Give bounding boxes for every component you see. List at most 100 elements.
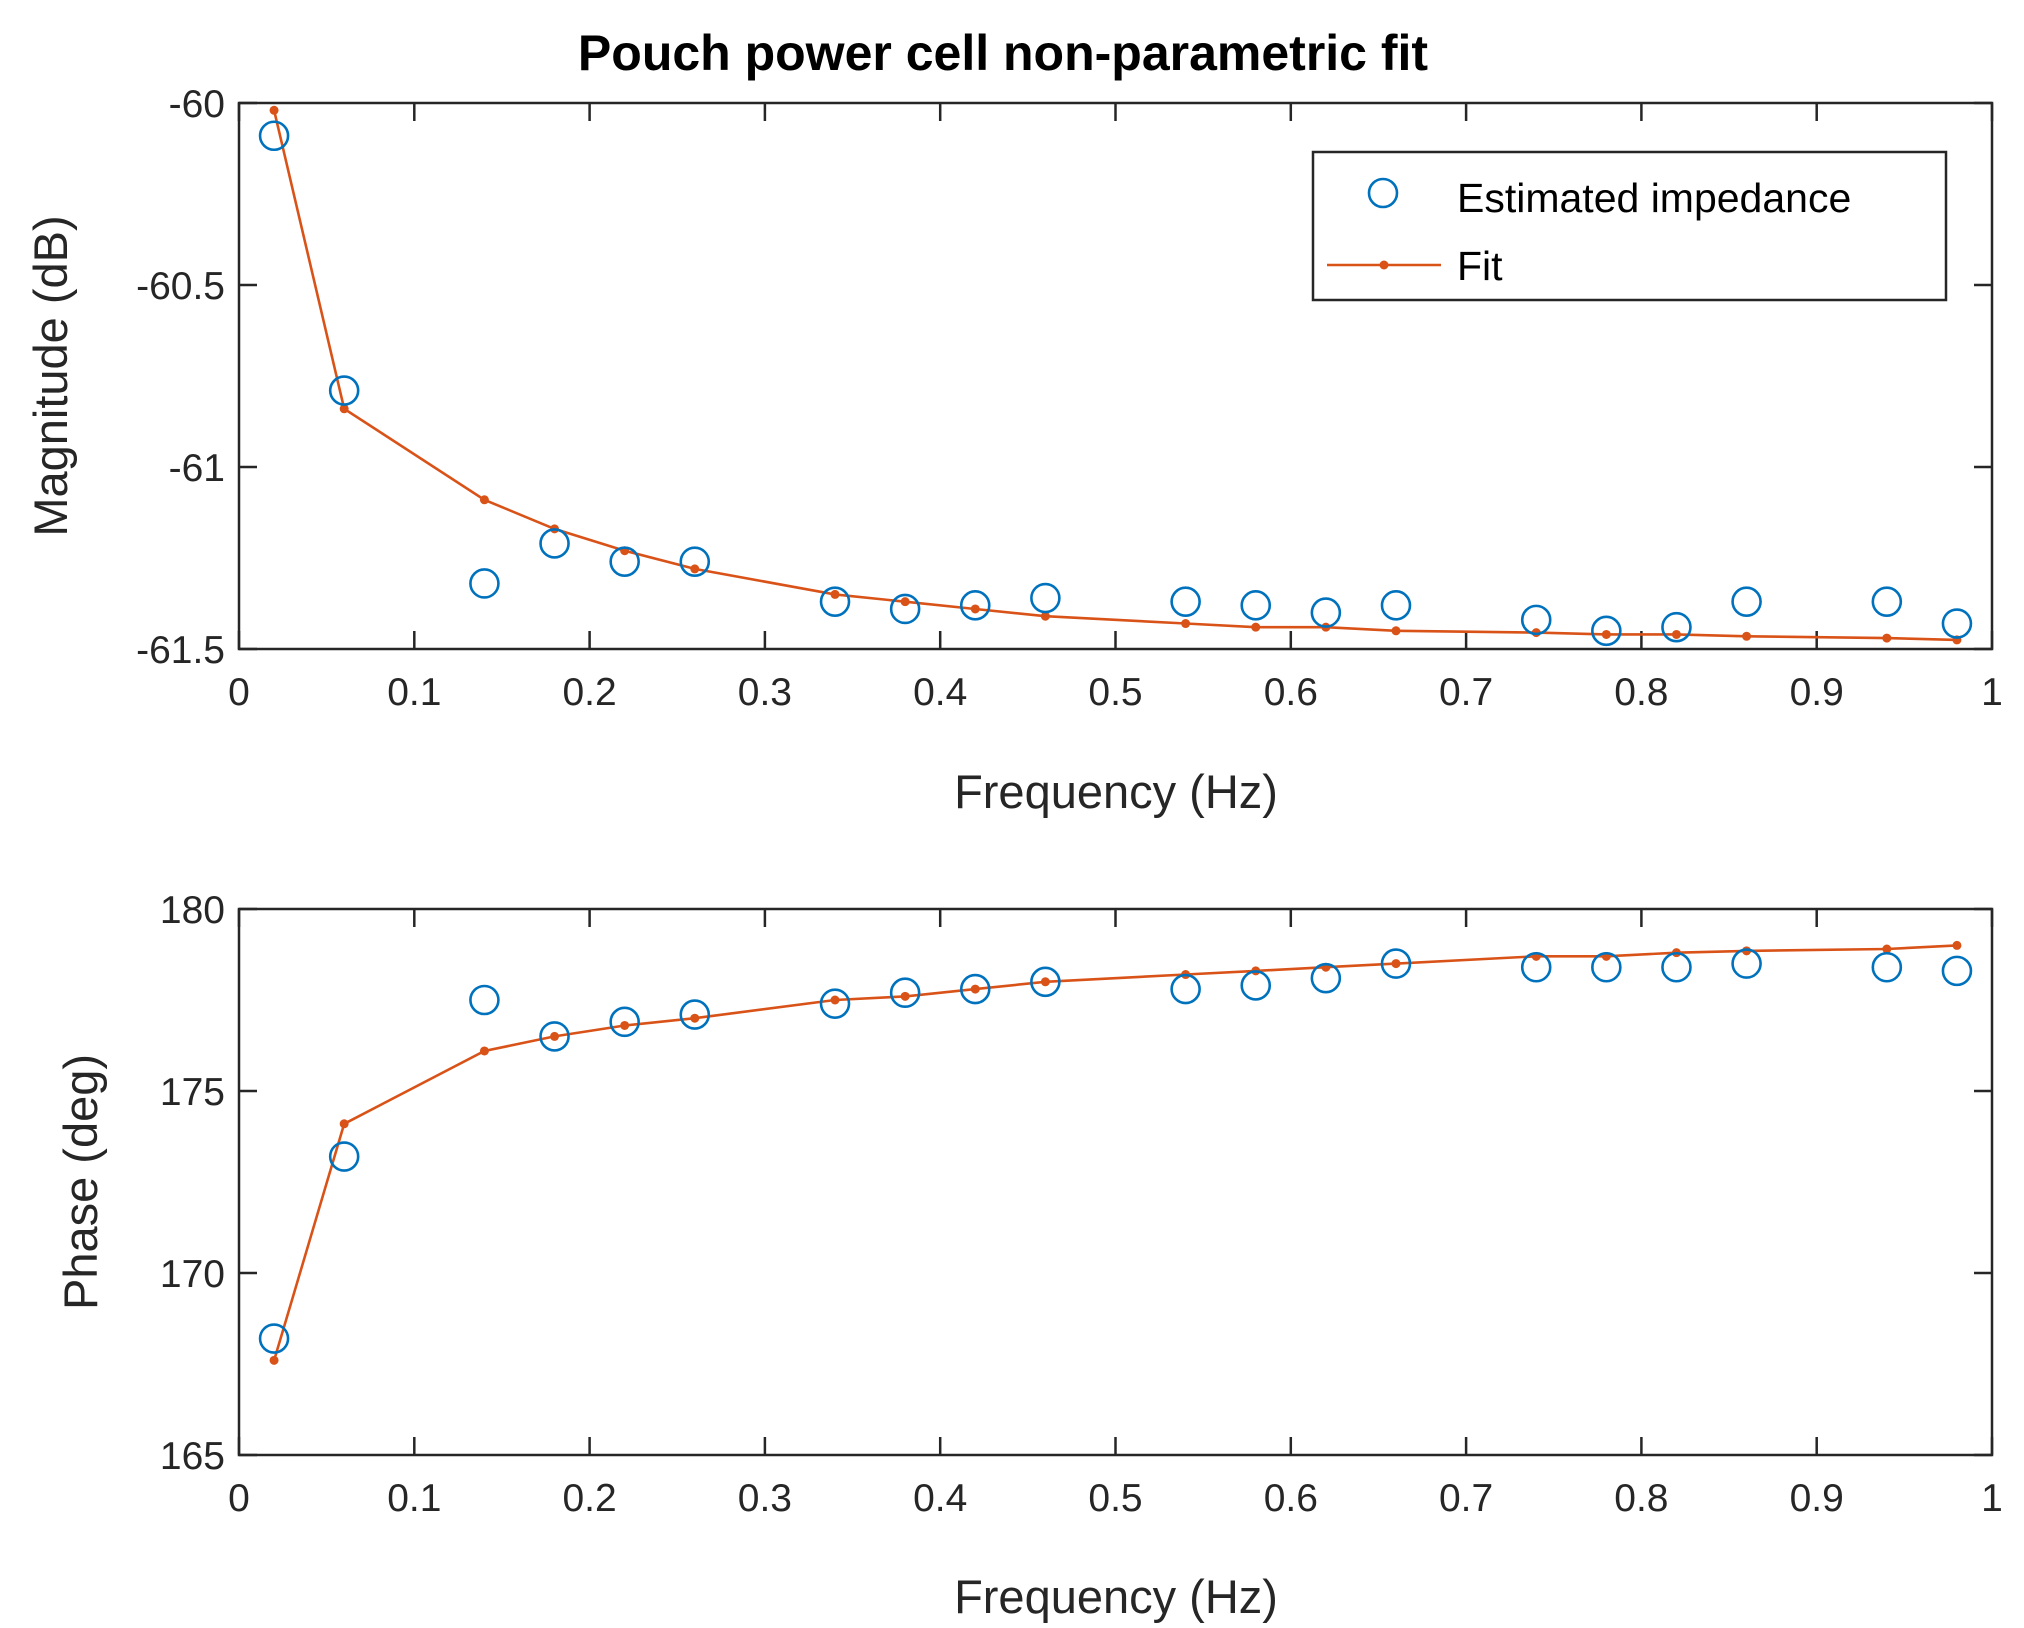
legend-fit-label: Fit bbox=[1457, 243, 1503, 289]
phase-estimated-point bbox=[679, 999, 711, 1030]
phase-x-tick-label: 0.4 bbox=[913, 1477, 967, 1520]
phase-fit-point bbox=[690, 1013, 700, 1023]
magnitude-x-tick-label: 0.5 bbox=[1088, 671, 1142, 714]
magnitude-fit-point bbox=[1601, 629, 1611, 639]
magnitude-fit-point bbox=[479, 495, 489, 505]
phase-estimated-point bbox=[1240, 970, 1272, 1001]
phase-estimated-point bbox=[889, 977, 921, 1009]
phase-fit-point bbox=[620, 1020, 630, 1030]
phase-x-tick-label: 0.6 bbox=[1264, 1477, 1318, 1520]
phase-y-tick-label: 165 bbox=[160, 1435, 225, 1478]
phase-fit-line bbox=[272, 944, 1957, 1361]
magnitude-estimated-point bbox=[1520, 604, 1552, 636]
magnitude-x-axis-label: Frequency (Hz) bbox=[954, 765, 1278, 818]
phase-estimated-point bbox=[469, 984, 500, 1016]
magnitude-x-tick-label: 0.9 bbox=[1790, 671, 1844, 714]
magnitude-estimated-point bbox=[469, 568, 500, 599]
magnitude-x-tick-label: 0.4 bbox=[913, 671, 967, 714]
magnitude-estimated-point bbox=[1731, 586, 1762, 617]
phase-estimated-point bbox=[1520, 951, 1552, 983]
magnitude-x-tick-label: 0.2 bbox=[562, 671, 616, 714]
phase-fit-point bbox=[269, 1355, 279, 1365]
phase-estimated-point bbox=[1871, 951, 1903, 983]
magnitude-estimated-point bbox=[1030, 582, 1061, 614]
phase-estimated-point bbox=[1380, 948, 1412, 979]
phase-fit-point bbox=[1882, 944, 1892, 954]
legend-box bbox=[1311, 150, 1948, 302]
phase-x-ticks: 0 0.1 0.2 0.3 0.4 0.5 0.6 0.7 0.8 0.9 1 bbox=[228, 909, 2003, 1520]
magnitude-fit-point bbox=[1882, 633, 1892, 643]
phase-estimated-point bbox=[819, 988, 851, 1019]
phase-x-tick-label: 0.1 bbox=[387, 1477, 441, 1520]
magnitude-y-axis-label: Magnitude (dB) bbox=[24, 215, 77, 536]
phase-estimated-point bbox=[959, 973, 991, 1005]
magnitude-estimated-point bbox=[1170, 586, 1201, 617]
magnitude-estimated-point bbox=[889, 593, 921, 625]
magnitude-estimated-point bbox=[328, 375, 360, 406]
phase-estimated-point bbox=[328, 1141, 360, 1172]
legend-estimated-marker bbox=[1367, 177, 1399, 209]
magnitude-fit-point bbox=[339, 404, 349, 414]
magnitude-y-tick-label: -60.5 bbox=[136, 265, 225, 308]
phase-estimated-point bbox=[609, 1006, 640, 1038]
phase-estimated-point bbox=[1591, 951, 1622, 983]
phase-fit-point bbox=[900, 991, 910, 1001]
magnitude-estimated-point bbox=[609, 546, 640, 577]
magnitude-fit-point bbox=[1251, 622, 1261, 632]
magnitude-estimated-point bbox=[1591, 615, 1622, 647]
magnitude-estimated-point bbox=[1380, 590, 1412, 621]
magnitude-estimated-point bbox=[1941, 608, 1973, 639]
magnitude-estimated-point bbox=[819, 586, 851, 617]
magnitude-x-tick-label: 0.8 bbox=[1614, 671, 1668, 714]
magnitude-fit-point bbox=[900, 597, 910, 607]
phase-x-tick-label: 0.9 bbox=[1790, 1477, 1844, 1520]
legend-fit-marker bbox=[1379, 260, 1389, 270]
phase-fit-point bbox=[479, 1046, 489, 1056]
phase-plot-area bbox=[237, 907, 1994, 1457]
legend-estimated-label: Estimated impedance bbox=[1457, 175, 1851, 221]
phase-y-tick-label: 175 bbox=[160, 1071, 225, 1114]
phase-x-tick-label: 1 bbox=[1981, 1477, 2003, 1520]
magnitude-fit-point bbox=[269, 105, 279, 115]
magnitude-fit-point bbox=[1181, 619, 1191, 629]
legend: Estimated impedance Fit bbox=[1311, 150, 1948, 302]
phase-y-tick-label: 170 bbox=[160, 1253, 225, 1296]
phase-x-tick-label: 0 bbox=[228, 1477, 250, 1520]
phase-fit-point bbox=[550, 1031, 560, 1041]
magnitude-estimated-point bbox=[1310, 597, 1342, 628]
phase-estimated-point bbox=[539, 1021, 570, 1052]
phase-fit-point bbox=[830, 995, 840, 1005]
phase-estimated-point bbox=[1170, 973, 1201, 1005]
magnitude-x-ticks: 0 0.1 0.2 0.3 0.4 0.5 0.6 0.7 0.8 0.9 1 bbox=[228, 103, 2003, 714]
magnitude-x-tick-label: 1 bbox=[1981, 671, 2003, 714]
magnitude-subplot: 0 0.1 0.2 0.3 0.4 0.5 0.6 0.7 0.8 0.9 1 -61.5-61-6… bbox=[24, 83, 2003, 818]
phase-x-axis-label: Frequency (Hz) bbox=[954, 1570, 1278, 1623]
phase-x-tick-label: 0.3 bbox=[738, 1477, 792, 1520]
phase-x-tick-label: 0.2 bbox=[562, 1477, 616, 1520]
magnitude-fit-point bbox=[970, 604, 980, 614]
magnitude-estimated-point bbox=[679, 546, 711, 577]
magnitude-fit-point bbox=[1671, 629, 1681, 639]
phase-estimated-series bbox=[258, 948, 1973, 1354]
phase-fit-point bbox=[1391, 959, 1401, 969]
magnitude-y-ticks: -61.5 -61 -60.5 -60 bbox=[136, 83, 1992, 672]
magnitude-estimated-point bbox=[1661, 611, 1692, 643]
phase-estimated-point bbox=[1661, 951, 1692, 983]
phase-fit-point bbox=[1040, 977, 1050, 987]
magnitude-fit-point bbox=[690, 564, 700, 574]
phase-x-tick-label: 0.7 bbox=[1439, 1477, 1493, 1520]
magnitude-fit-point bbox=[1040, 611, 1050, 621]
chart-title: Pouch power cell non-parametric fit bbox=[578, 25, 1428, 81]
magnitude-y-tick-label: -61.5 bbox=[136, 629, 225, 672]
phase-estimated-point bbox=[1310, 962, 1342, 994]
phase-estimated-point bbox=[258, 1323, 290, 1354]
phase-y-tick-label: 180 bbox=[160, 889, 225, 932]
magnitude-x-tick-label: 0.1 bbox=[387, 671, 441, 714]
phase-subplot: 0 0.1 0.2 0.3 0.4 0.5 0.6 0.7 0.8 0.9 1 1651701751… bbox=[54, 889, 2003, 1623]
magnitude-x-tick-label: 0.3 bbox=[738, 671, 792, 714]
phase-fit-point bbox=[339, 1119, 349, 1129]
magnitude-y-tick-label: -60 bbox=[169, 83, 225, 126]
phase-fit-point bbox=[1952, 940, 1962, 950]
phase-fit-point bbox=[970, 984, 980, 994]
